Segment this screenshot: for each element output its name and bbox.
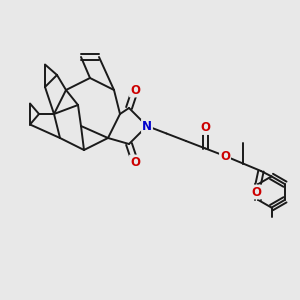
Text: N: N [142,119,152,133]
Text: O: O [200,121,211,134]
Text: O: O [130,155,140,169]
Text: O: O [251,185,262,199]
Text: O: O [220,149,230,163]
Text: O: O [130,83,140,97]
